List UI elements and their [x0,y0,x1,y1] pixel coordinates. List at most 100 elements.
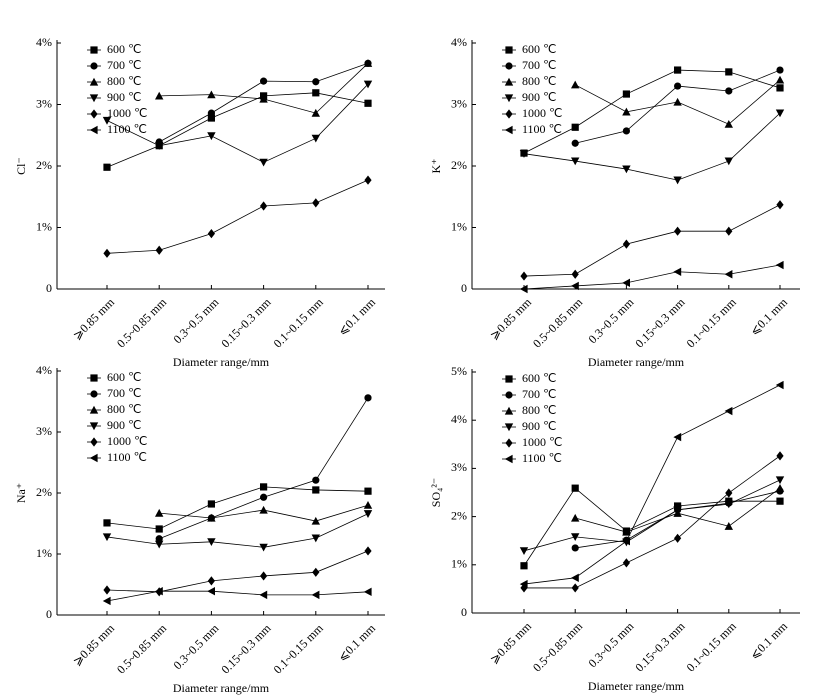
marker [311,108,320,117]
legend-marker [504,94,514,103]
series-line [106,83,369,163]
marker [207,114,215,122]
marker [312,89,320,97]
series-line [523,204,781,277]
legend-label: 700 ℃ [522,58,556,72]
marker [207,109,215,117]
legend-label: 1000 ℃ [522,435,562,449]
x-axis-label: Diameter range/mm [588,679,685,693]
marker [519,150,529,158]
series-line [523,384,781,585]
marker [207,500,215,508]
marker [103,585,111,595]
x-tick-label: 0.5~0.85 mm [114,295,170,351]
marker [260,493,268,501]
subplot: 01%2%3%4%⩾0.85 mm0.5~0.85 mm 0.3~0.5 mm0.… [429,35,800,369]
marker [622,527,631,536]
legend-label: 1100 ℃ [522,122,562,136]
y-tick-label: 3% [36,424,52,438]
marker [725,226,733,236]
legend-marker [89,405,99,414]
x-tick-label: ⩾0.85 mm [487,295,535,343]
marker [311,134,320,143]
series-line [524,455,781,589]
series-line [159,62,369,143]
marker [520,562,528,570]
marker [312,198,320,208]
marker [775,483,785,492]
x-tick-label: 0.5~0.85 mm [530,619,586,675]
series-line [106,590,369,602]
legend-label: 600 ℃ [107,42,141,56]
legend-marker [89,77,99,86]
series-line [106,486,369,530]
x-tick-label: ⩾0.85 mm [487,619,535,667]
subplot: 0 1% 2% 3% 4% 5% ⩾0.85 mm0.5~0.85 mm 0.3~0.5 mm… [429,364,800,693]
x-tick-label: 0.1~0.15 mm [684,295,740,351]
marker [364,394,372,402]
x-tick-label: ⩽0.1 mm [335,621,378,664]
subplot: 01%2%3%4%⩾0.85 mm0.5~0.85 mm 0.3~0.5 mm0.… [14,35,385,369]
marker [260,201,268,211]
marker [207,132,216,141]
y-tick-label: 5% [451,364,467,378]
marker [363,501,373,509]
marker [363,510,373,518]
marker [571,269,579,279]
legend-label: 600 ℃ [107,370,141,384]
marker [102,116,112,125]
y-tick-label: 0 [461,605,467,619]
x-tick-label: 0.1~0.15 mm [271,295,327,351]
marker [155,91,164,100]
marker [102,533,112,542]
y-tick-label: 0 [461,281,467,295]
marker [725,68,733,76]
series-line [106,513,369,548]
marker [724,157,733,166]
legend-label: 700 ℃ [522,387,556,401]
marker [775,75,785,84]
marker [363,80,373,89]
y-tick-label: 2% [36,158,52,172]
legend-marker [89,94,99,103]
marker [519,547,529,556]
legend-marker [89,453,98,463]
legend-marker [504,454,513,464]
legend-label: 800 ℃ [522,74,556,88]
marker [674,66,682,74]
legend-label: 1000 ℃ [522,106,562,120]
marker [311,516,320,525]
legend-label: 900 ℃ [522,419,556,433]
y-tick-label: 1% [451,557,467,571]
x-tick-label: 0.1~0.15 mm [271,621,327,677]
x-tick-label: 0.3~0.5 mm [170,295,221,346]
legend-label: 900 ℃ [107,418,141,432]
marker [674,533,682,543]
x-tick-label: 0.15~0.3 mm [218,621,274,677]
legend-marker [90,390,98,398]
series-line [106,179,369,254]
marker [103,519,111,527]
marker [259,590,268,600]
marker [260,483,268,491]
marker [725,488,733,498]
marker [571,573,579,583]
legend-marker [505,62,513,70]
marker [259,94,268,103]
y-tick-label: 2% [451,508,467,522]
marker [622,127,631,135]
marker [207,576,215,586]
legend-label: 1000 ℃ [107,106,147,120]
x-tick-label: 0.3~0.5 mm [170,621,221,672]
marker [622,278,630,288]
marker [155,540,164,549]
marker [207,587,215,596]
marker [571,484,579,492]
series-line [106,92,369,168]
y-tick-label: 4% [36,363,52,377]
x-tick-label: 0.15~0.3 mm [632,619,688,675]
series-line [523,264,781,290]
y-tick-label: 0 [46,281,52,295]
y-tick-label: 2% [451,158,467,172]
